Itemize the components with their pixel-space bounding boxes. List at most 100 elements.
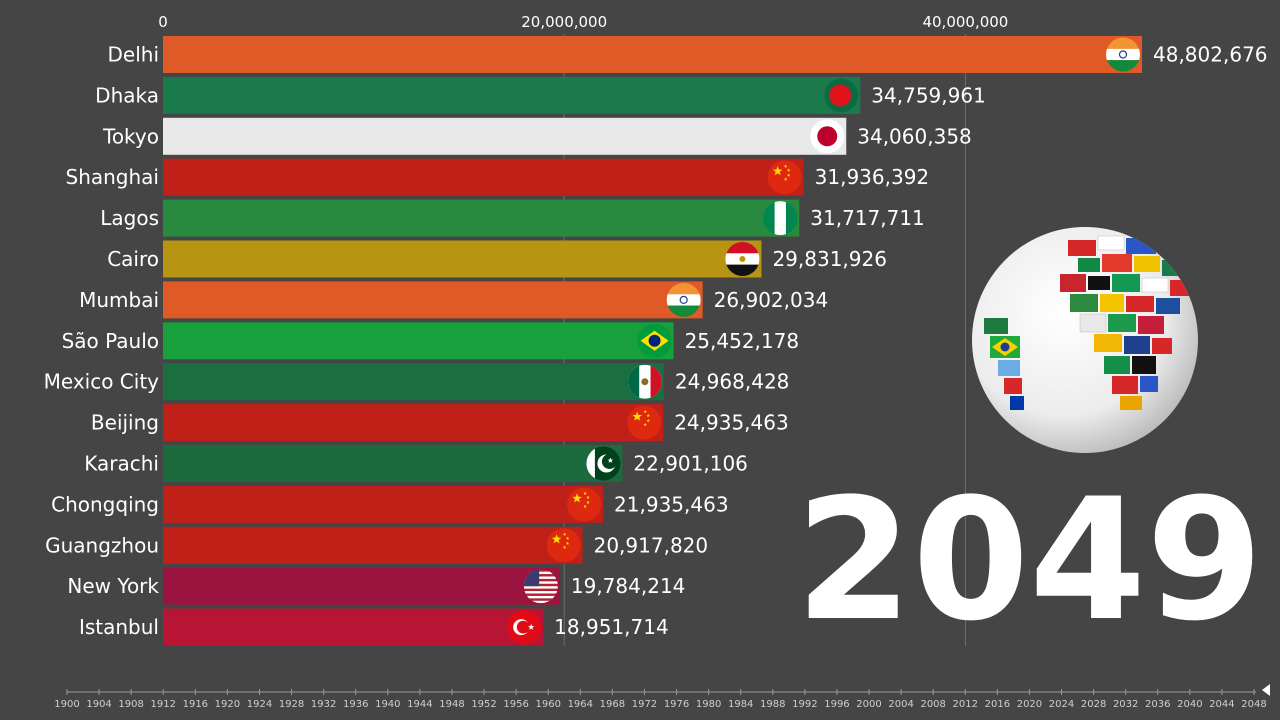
timeline-tick-label: 2032 [1113, 699, 1138, 710]
timeline-tick-label: 2028 [1081, 699, 1106, 710]
value-label: 21,935,463 [614, 492, 729, 516]
value-label: 20,917,820 [594, 533, 709, 557]
timeline-tick-label: 2016 [985, 699, 1010, 710]
china-flag-icon [767, 160, 802, 195]
turkey-flag-icon [507, 610, 542, 645]
timeline-tick-label: 2044 [1209, 699, 1234, 710]
value-label: 48,802,676 [1153, 43, 1268, 67]
bar [163, 526, 583, 564]
bars: Delhi 48,802,676 Dhaka 34,759,961 Tokyo 34,06… [44, 36, 1268, 646]
bar [163, 322, 674, 360]
timeline-tick-label: 2004 [888, 699, 913, 710]
timeline-tick-label: 1932 [311, 699, 336, 710]
bar-row: Chongqing 21,935,463 [51, 485, 729, 523]
timeline-tick-label: 1952 [471, 699, 496, 710]
value-label: 34,759,961 [871, 83, 986, 107]
globe-with-flags-icon [972, 227, 1198, 453]
value-label: 29,831,926 [772, 247, 887, 271]
timeline-tick-label: 1964 [568, 699, 593, 710]
category-label: Istanbul [79, 615, 159, 639]
bar-row: São Paulo 25,452,178 [62, 322, 799, 360]
bar-row: Cairo 29,831,926 [107, 240, 887, 278]
timeline-tick-label: 1940 [375, 699, 400, 710]
value-label: 31,936,392 [815, 165, 930, 189]
category-label: New York [67, 574, 159, 598]
timeline-tick-label: 1996 [824, 699, 849, 710]
bar [163, 117, 847, 155]
timeline-tick-label: 2048 [1241, 699, 1266, 710]
timeline-tick-label: 1988 [760, 699, 785, 710]
category-label: Karachi [84, 452, 159, 476]
bar-row: Istanbul 18,951,714 [79, 608, 669, 646]
bar [163, 36, 1142, 73]
value-label: 18,951,714 [554, 615, 669, 639]
bar [163, 608, 544, 646]
value-label: 22,901,106 [633, 452, 748, 476]
bar [163, 485, 604, 523]
category-label: Beijing [91, 411, 159, 435]
bar-row: Guangzhou 20,917,820 [45, 526, 709, 564]
bar-row: Shanghai 31,936,392 [66, 158, 930, 196]
bar-row: Karachi 22,901,106 [84, 445, 748, 482]
timeline-tick-label: 1916 [183, 699, 208, 710]
category-label: Cairo [107, 247, 159, 271]
mexico-flag-icon [627, 364, 662, 399]
timeline-ticks: 1900 1904 1908 1912 1916 1920 1924 1928 1932 1936… [54, 689, 1267, 710]
category-label: Chongqing [51, 492, 159, 516]
timeline[interactable]: 1900 1904 1908 1912 1916 1920 1924 1928 1932 1936… [54, 684, 1270, 710]
timeline-tick-label: 1908 [118, 699, 143, 710]
timeline-tick-label: 2008 [920, 699, 945, 710]
bar [163, 363, 664, 401]
value-label: 19,784,214 [571, 574, 686, 598]
timeline-tick-label: 1948 [439, 699, 464, 710]
bar-row: Dhaka 34,759,961 [95, 76, 986, 114]
bar-row: Lagos 31,717,711 [100, 199, 925, 237]
timeline-tick-label: 1992 [792, 699, 817, 710]
value-label: 24,935,463 [674, 411, 789, 435]
value-label: 34,060,358 [857, 124, 972, 148]
bar [163, 567, 560, 605]
bar-row: Mumbai 26,902,034 [79, 281, 828, 319]
timeline-tick-label: 1976 [664, 699, 689, 710]
category-label: Dhaka [95, 83, 159, 107]
brazil-flag-icon [637, 323, 672, 358]
pakistan-flag-icon [586, 446, 621, 481]
timeline-tick-label: 1912 [151, 699, 176, 710]
timeline-tick-label: 2020 [1017, 699, 1042, 710]
value-label: 31,717,711 [810, 206, 925, 230]
x-tick-label: 40,000,000 [922, 13, 1008, 31]
timeline-tick-label: 1936 [343, 699, 368, 710]
bangladesh-flag-icon [824, 78, 859, 113]
nigeria-flag-icon [763, 201, 798, 236]
japan-flag-icon [810, 119, 845, 154]
bar [163, 281, 703, 319]
timeline-tick-label: 2036 [1145, 699, 1170, 710]
timeline-tick-label: 1920 [215, 699, 240, 710]
bar-row: Delhi 48,802,676 [108, 36, 1268, 73]
bar-row: Tokyo 34,060,358 [102, 117, 972, 155]
bar [163, 158, 804, 196]
timeline-tick-label: 1968 [600, 699, 625, 710]
bar [163, 445, 623, 482]
timeline-tick-label: 1904 [86, 699, 111, 710]
x-tick-label: 0 [158, 13, 168, 31]
timeline-marker-icon[interactable] [1262, 684, 1270, 696]
timeline-tick-label: 2000 [856, 699, 881, 710]
india-flag-icon [1106, 37, 1140, 72]
category-label: Guangzhou [45, 533, 159, 557]
usa-flag-icon [523, 569, 558, 604]
bar-row: Beijing 24,935,463 [91, 404, 789, 442]
x-axis-ticks: 0 20,000,000 40,000,000 [158, 13, 1008, 31]
timeline-tick-label: 2024 [1049, 699, 1074, 710]
category-label: São Paulo [62, 329, 159, 353]
category-label: Mexico City [44, 370, 160, 394]
value-label: 24,968,428 [675, 370, 790, 394]
china-flag-icon [627, 405, 662, 440]
bar [163, 76, 861, 114]
india-flag-icon [666, 282, 701, 317]
bar-row: Mexico City 24,968,428 [44, 363, 790, 401]
timeline-tick-label: 1984 [728, 699, 753, 710]
timeline-tick-label: 2040 [1177, 699, 1202, 710]
category-label: Shanghai [66, 165, 160, 189]
category-label: Tokyo [102, 124, 159, 148]
